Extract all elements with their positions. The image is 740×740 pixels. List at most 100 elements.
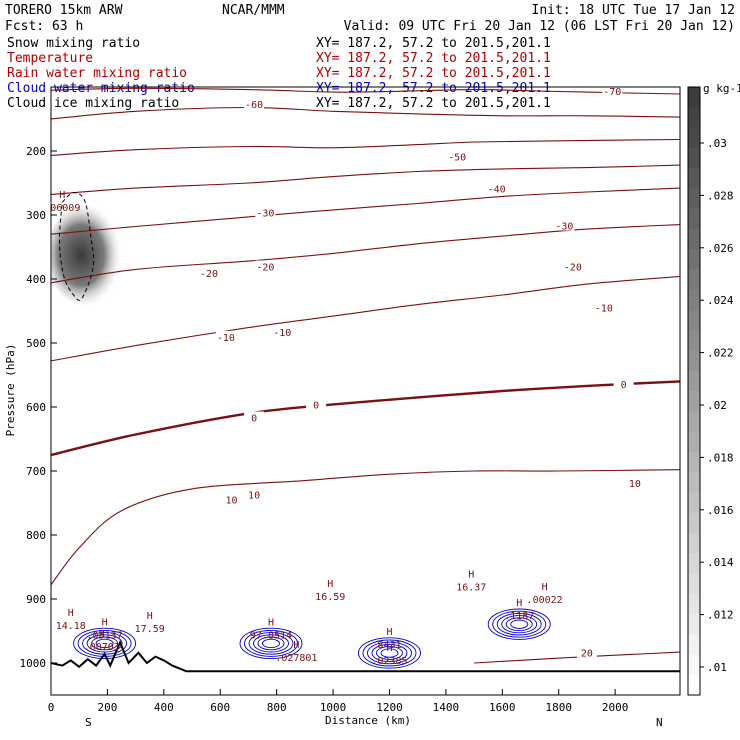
contour-labels: -70 -60 -50 -40 -30 -30 -20 -20 -20 -10 -10 -10 0 0 0 1…	[198, 87, 645, 659]
extremum-marker: H	[386, 627, 392, 638]
colorbar-swatch	[688, 269, 700, 291]
legend-entry-name: Cloud ice mixing ratio	[7, 96, 179, 111]
colorbar-frame	[687, 86, 701, 696]
x-tick-label: 400	[154, 701, 174, 714]
colorbar-tick-label: .01	[707, 661, 727, 674]
colorbar-swatch	[688, 593, 700, 615]
extremum-marker: H	[327, 579, 333, 590]
y-tick-label: 200	[26, 145, 46, 158]
cloud-water-contour	[505, 617, 533, 632]
colorbar-swatch	[688, 350, 700, 372]
cloud-water-contour	[358, 637, 421, 669]
colorbar-swatch	[688, 147, 700, 169]
plot-frame	[50, 86, 681, 696]
colorbar-swatch	[688, 228, 700, 250]
colorbar-tick-label: .018	[707, 451, 734, 464]
cloud-water-contour	[262, 638, 280, 649]
colorbar-swatch	[688, 391, 700, 412]
contour-label: -20	[256, 262, 274, 273]
extremum-marker: H	[59, 190, 65, 201]
extremum-value: 97.8514	[250, 630, 292, 641]
colorbar-tick-label: .014	[707, 556, 734, 569]
extremum-value: 8431	[377, 640, 401, 651]
cloud-water-contour	[248, 632, 294, 655]
legend-entry-name: Rain water mixing ratio	[7, 66, 187, 81]
contour-label-bg	[244, 97, 265, 109]
colorbar-swatch	[688, 87, 700, 108]
extremum-value: 006009	[44, 203, 80, 214]
y-axis: 200 300 400 500 600 700 800 900 1000	[20, 145, 57, 670]
legend-entry-extent: XY= 187.2, 57.2 to 201.5,201.1	[316, 66, 551, 81]
y-tick-label: 800	[26, 529, 46, 542]
extremum-marker: H	[268, 617, 274, 628]
contour-label-bg	[562, 260, 583, 272]
cloud-water-contour	[244, 629, 298, 657]
contour-label: -10	[273, 328, 291, 339]
extremum-marker: H	[542, 582, 548, 593]
legend-entry-extent: XY= 187.2, 57.2 to 201.5,201.1	[316, 81, 551, 96]
colorbar-swatch	[688, 634, 700, 655]
contour-label-bg	[613, 378, 634, 390]
temperature-contour	[51, 275, 680, 362]
extremum-marker: H	[468, 569, 474, 580]
extremum-value: .027801	[275, 653, 317, 664]
colorbar-tick-label: .026	[707, 242, 734, 255]
cloud-water-contour	[257, 636, 285, 651]
colorbar-swatch	[688, 613, 700, 635]
cloud-water-contour	[362, 639, 417, 667]
colorbar: .01 .012 .014 .016 .018 .02 .022 .024 .026 .028 .0…	[687, 82, 740, 696]
x-tick-label: 600	[210, 701, 230, 714]
cloud-water-contour	[86, 634, 123, 653]
cloud-water-contour	[380, 648, 399, 658]
temperature-contour	[51, 380, 680, 457]
contour-label-bg	[272, 325, 293, 337]
x-tick-label: 2000	[602, 701, 629, 714]
contour-label-bg	[306, 398, 327, 410]
y-axis-label: Pressure (hPa)	[4, 344, 17, 437]
temperature-contours	[51, 87, 680, 664]
extremum-marker: H	[102, 617, 108, 628]
contour-label-bg	[221, 493, 242, 505]
field-legend: Snow mixing ratio XY= 187.2, 57.2 to 201.…	[7, 36, 551, 111]
contour-label: -50	[448, 152, 466, 163]
contour-label: -70	[603, 87, 621, 98]
cloud-water-contour	[376, 646, 403, 660]
colorbar-tick-label: .016	[707, 504, 734, 517]
x-tick-label: 1800	[545, 701, 572, 714]
extremum-marker: H	[147, 611, 153, 622]
colorbar-unit: g kg-1	[703, 82, 740, 95]
colorbar-swatch	[688, 127, 700, 149]
contour-label: -20	[564, 262, 582, 273]
x-axis: 0 200 400 600 800 1000 1200 1400 1600 1800 2000	[48, 689, 629, 714]
cloud-water-contour	[367, 641, 412, 665]
snow-shading	[51, 205, 123, 305]
contour-label-bg	[255, 206, 276, 218]
colorbar-swatch	[688, 188, 700, 210]
contour-label: 0	[621, 380, 627, 391]
x-tick-label: 1200	[376, 701, 403, 714]
colorbar-swatch	[688, 431, 700, 453]
init-time: Init: 18 UTC Tue 17 Jan 12	[532, 3, 736, 18]
colorbar-swatch	[688, 451, 700, 473]
temperature-contour	[51, 469, 680, 586]
contour-label: 0	[313, 401, 319, 412]
x-tick-label: 0	[48, 701, 55, 714]
colorbar-swatch	[688, 107, 700, 129]
temperature-contour	[51, 138, 680, 157]
contour-label-bg	[602, 87, 623, 97]
colorbar-swatch	[688, 532, 700, 554]
contour-label-bg	[215, 330, 236, 342]
contour-label-bg	[593, 301, 614, 313]
colorbar-swatch	[688, 492, 700, 514]
colorbar-tick-label: .028	[707, 189, 734, 202]
colorbar-tick-label: .012	[707, 609, 734, 622]
contour-label-bg	[554, 219, 575, 231]
temperature-contour	[51, 87, 680, 95]
contour-label: -60	[245, 100, 263, 111]
legend-entry-name: Snow mixing ratio	[7, 36, 140, 51]
cloud-water-contour	[91, 636, 119, 651]
y-tick-label: 400	[26, 273, 46, 286]
cloud-water-contour	[371, 643, 408, 663]
